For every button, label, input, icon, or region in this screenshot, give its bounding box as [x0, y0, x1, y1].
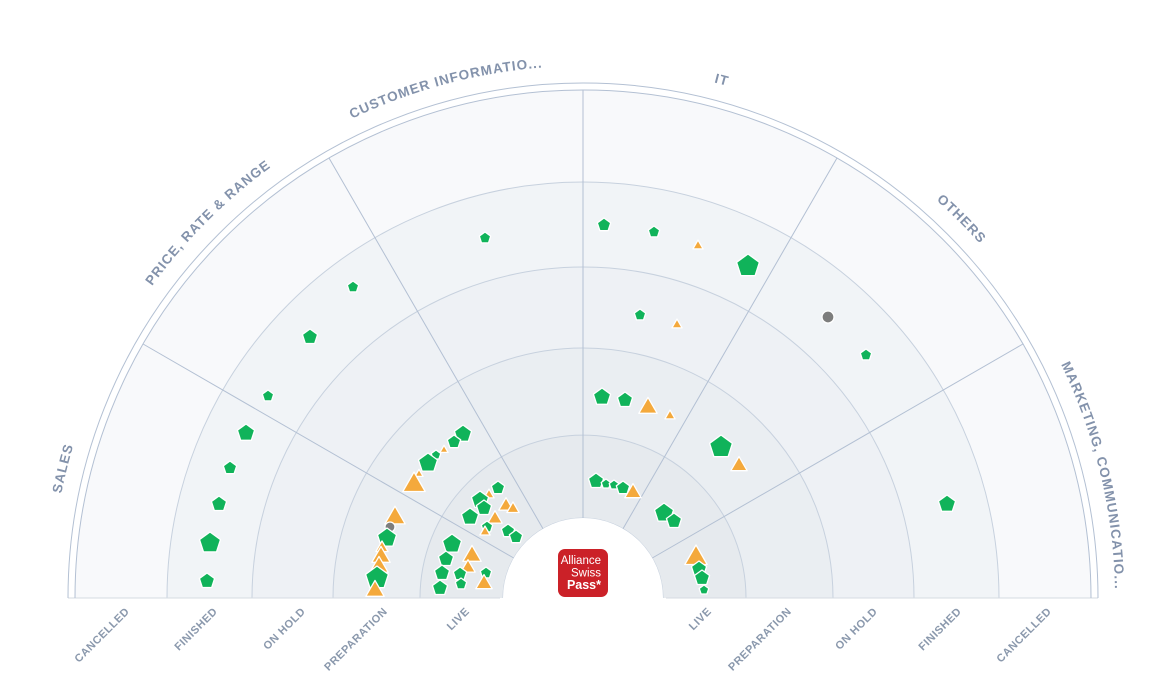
marker-pentagon[interactable] — [433, 564, 451, 581]
marker-pentagon[interactable] — [236, 423, 256, 441]
marker-pentagon[interactable] — [453, 424, 473, 442]
marker-triangle[interactable] — [624, 482, 642, 499]
marker-pentagon[interactable] — [446, 434, 462, 449]
ring-band-finished — [167, 182, 999, 598]
marker-pentagon[interactable] — [198, 572, 216, 589]
marker-pentagon[interactable] — [937, 494, 957, 512]
sector-label-3: IT — [713, 71, 730, 89]
marker-pentagon[interactable] — [508, 529, 524, 544]
marker-pentagon[interactable] — [460, 507, 480, 525]
marker-pentagon[interactable] — [698, 584, 710, 595]
marker-pentagon[interactable] — [437, 550, 455, 567]
marker-pentagon[interactable] — [475, 499, 493, 516]
marker-triangle[interactable] — [460, 559, 476, 573]
logo-text-line: Swiss — [571, 568, 601, 580]
marker-circle[interactable] — [821, 310, 835, 324]
marker-triangle[interactable] — [414, 468, 424, 478]
sector-divider-line — [142, 343, 514, 559]
marker-triangle[interactable] — [506, 501, 520, 514]
ring-label-finished: FINISHED — [173, 606, 221, 654]
ring-band-on-hold — [252, 267, 914, 598]
marker-triangle[interactable] — [475, 573, 493, 590]
marker-triangle[interactable] — [479, 525, 491, 536]
marker-triangle[interactable] — [692, 239, 704, 250]
sector-divider-line — [622, 157, 838, 529]
marker-pentagon[interactable] — [600, 478, 612, 489]
marker-pentagon[interactable] — [222, 460, 238, 475]
marker-pentagon[interactable] — [592, 387, 612, 405]
marker-triangle[interactable] — [439, 444, 449, 454]
marker-pentagon[interactable] — [647, 225, 661, 238]
marker-pentagon[interactable] — [346, 280, 360, 293]
marker-triangle[interactable] — [671, 318, 683, 329]
marker-pentagon[interactable] — [301, 328, 319, 345]
marker-pentagon[interactable] — [693, 569, 711, 586]
ring-label-live: LIVE — [687, 606, 714, 633]
marker-pentagon[interactable] — [210, 495, 228, 512]
marker-pentagon[interactable] — [665, 512, 683, 529]
ring-label-on-hold: ON HOLD — [833, 606, 880, 653]
ring-label-cancelled: CANCELLED — [994, 606, 1054, 666]
markers-layer — [198, 217, 957, 597]
marker-triangle[interactable] — [638, 396, 658, 414]
logo-background — [558, 549, 608, 597]
marker-pentagon[interactable] — [198, 531, 222, 553]
sector-label-4: OTHERS — [934, 191, 989, 246]
ring-label-live: LIVE — [445, 606, 472, 633]
ring-label-on-hold: ON HOLD — [261, 606, 308, 653]
ring-band-cancelled — [75, 90, 1091, 598]
marker-pentagon[interactable] — [708, 434, 734, 458]
ring-label-preparation: PREPARATION — [322, 606, 390, 674]
sector-label-0: SALES — [50, 442, 77, 495]
sector-divider-line — [328, 157, 544, 529]
marker-pentagon[interactable] — [616, 391, 634, 408]
marker-pentagon[interactable] — [478, 231, 492, 244]
marker-triangle[interactable] — [365, 579, 385, 597]
ring-band-preparation — [333, 348, 833, 598]
marker-triangle[interactable] — [462, 544, 482, 562]
logo-text-line: Alliance — [561, 555, 601, 567]
marker-triangle[interactable] — [487, 510, 503, 524]
marker-triangle[interactable] — [384, 505, 406, 525]
outer-arc — [74, 89, 1092, 599]
marker-pentagon[interactable] — [587, 472, 605, 489]
outer-arc — [67, 82, 1099, 599]
marker-pentagon[interactable] — [859, 348, 873, 361]
marker-pentagon[interactable] — [596, 217, 612, 232]
marker-pentagon[interactable] — [454, 577, 468, 590]
ring-label-preparation: PREPARATION — [726, 606, 794, 674]
marker-triangle[interactable] — [664, 409, 676, 420]
marker-triangle[interactable] — [402, 471, 426, 493]
ring-label-cancelled: CANCELLED — [72, 606, 132, 666]
marker-pentagon[interactable] — [615, 480, 631, 495]
ring-label-finished: FINISHED — [917, 606, 965, 654]
sector-divider-line — [652, 343, 1024, 559]
marker-pentagon[interactable] — [261, 389, 275, 402]
marker-pentagon[interactable] — [490, 480, 506, 495]
marker-pentagon[interactable] — [735, 253, 761, 277]
marker-pentagon[interactable] — [441, 533, 463, 553]
marker-pentagon[interactable] — [417, 452, 439, 472]
logo-text-line: Pass* — [567, 578, 601, 592]
marker-pentagon[interactable] — [431, 579, 449, 596]
marker-pentagon[interactable] — [633, 308, 647, 321]
marker-triangle[interactable] — [730, 455, 748, 472]
